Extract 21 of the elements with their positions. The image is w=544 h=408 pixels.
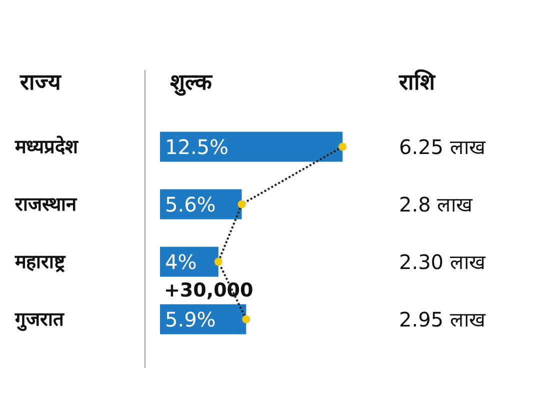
data-label: 5.6% <box>165 192 216 216</box>
x-axis-title: शुल्क <box>170 70 213 96</box>
point <box>242 315 250 324</box>
text: 2.8 लाख <box>399 192 474 216</box>
point <box>238 200 246 208</box>
y-tick-label: राजस्थान <box>14 193 78 216</box>
data-label: 5.9% <box>165 307 216 332</box>
data-label: 4% <box>165 250 197 274</box>
y-tick-label: महाराष्ट्र <box>14 250 66 273</box>
bar <box>160 132 342 162</box>
y-tick-label: गुजरात <box>14 308 65 332</box>
text: 6.25 लाख <box>399 134 486 159</box>
text: 2.95 लाख <box>399 307 486 332</box>
point <box>214 258 222 266</box>
data-label: 12.5% <box>165 134 229 159</box>
text: 2.30 लाख <box>399 250 486 274</box>
y-axis-title: राज्य <box>19 70 62 96</box>
text: राशि <box>398 68 436 96</box>
point <box>338 142 346 151</box>
y-tick-label: मध्यप्रदेश <box>14 134 79 158</box>
annotation: +30,000 <box>164 279 254 302</box>
